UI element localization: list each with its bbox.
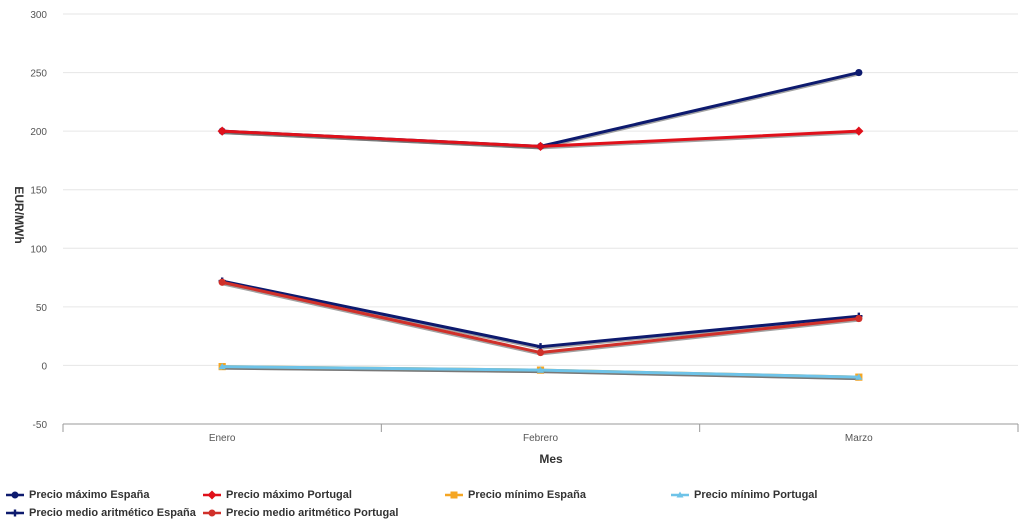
data-point xyxy=(218,278,226,286)
y-tick-label: 50 xyxy=(36,303,48,314)
data-point xyxy=(536,348,545,357)
series-2 xyxy=(217,126,864,151)
legend-item-precio-medio-portugal[interactable]: Precio medio aritmético Portugal xyxy=(203,504,398,521)
series-6 xyxy=(218,278,863,357)
legend-item-precio-minimo-espana[interactable]: Precio mínimo España xyxy=(445,486,586,503)
y-tick-label: 200 xyxy=(30,127,47,138)
legend-marker xyxy=(450,491,458,498)
legend-item-precio-maximo-portugal[interactable]: Precio máximo Portugal xyxy=(203,486,352,503)
x-tick-label: Marzo xyxy=(845,433,873,444)
legend-marker-icon xyxy=(6,509,24,516)
data-point xyxy=(536,366,545,373)
gridlines xyxy=(63,13,1018,366)
legend-marker-icon xyxy=(671,491,689,497)
legend-label: Precio medio aritmético Portugal xyxy=(226,506,399,519)
y-tick-label: -50 xyxy=(33,420,48,431)
data-point xyxy=(855,68,863,77)
legend-marker-icon xyxy=(203,509,221,516)
data-point xyxy=(855,373,863,380)
y-axis-label: EUR/MWh xyxy=(12,186,26,243)
legend-marker-icon xyxy=(203,490,221,499)
legend-marker xyxy=(207,490,217,499)
data-point xyxy=(217,126,227,136)
series-5 xyxy=(218,277,863,351)
legend-marker xyxy=(11,491,19,498)
data-point xyxy=(536,343,545,351)
legend-marker xyxy=(11,509,19,516)
series-line xyxy=(221,280,859,355)
legend-label: Precio mínimo España xyxy=(468,488,586,501)
legend-marker xyxy=(676,491,684,497)
y-tick-label: 300 xyxy=(30,10,47,21)
y-tick-label: 250 xyxy=(30,69,47,80)
legend-label: Precio medio aritmético España xyxy=(29,506,196,519)
legend: Precio máximo España Precio máximo Portu… xyxy=(6,486,1026,524)
y-tick-label: 0 xyxy=(41,361,47,372)
data-point xyxy=(218,363,226,370)
x-tick-label: Febrero xyxy=(523,433,558,444)
legend-marker-icon xyxy=(445,491,463,498)
legend-label: Precio mínimo Portugal xyxy=(694,488,818,501)
data-point xyxy=(855,314,863,323)
series-4 xyxy=(218,363,863,381)
y-tick-label: 150 xyxy=(30,186,47,197)
legend-marker-icon xyxy=(6,491,24,498)
x-axis-label: Mes xyxy=(539,452,563,466)
series-line-shadow xyxy=(221,281,859,350)
line-chart: -50 0 50 100 150 200 250 300 Enero Febrero Marzo E… xyxy=(12,10,1019,466)
series-line xyxy=(221,279,859,349)
x-tick-label: Enero xyxy=(209,433,236,444)
legend-item-precio-maximo-espana[interactable]: Precio máximo España xyxy=(6,486,149,503)
data-point xyxy=(535,141,546,151)
data-point xyxy=(854,126,864,136)
legend-item-precio-minimo-portugal[interactable]: Precio mínimo Portugal xyxy=(671,486,817,503)
legend-label: Precio máximo España xyxy=(29,488,150,501)
y-tick-label: 100 xyxy=(30,244,47,255)
series-group xyxy=(217,68,864,381)
legend-label: Precio máximo Portugal xyxy=(226,488,352,501)
legend-item-precio-medio-espana[interactable]: Precio medio aritmético España xyxy=(6,504,196,521)
legend-marker xyxy=(208,509,216,516)
axes: -50 0 50 100 150 200 250 300 Enero Febrero Marzo xyxy=(30,10,1019,444)
